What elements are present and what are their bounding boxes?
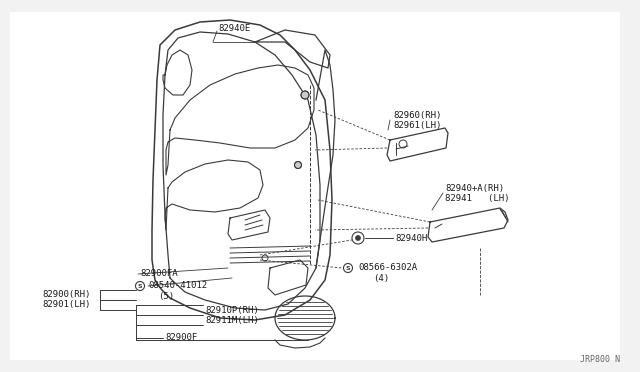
- Circle shape: [301, 91, 309, 99]
- Circle shape: [294, 161, 301, 169]
- Text: (4): (4): [373, 275, 389, 283]
- Circle shape: [355, 235, 360, 241]
- Text: 82961(LH): 82961(LH): [393, 121, 442, 129]
- Text: (5): (5): [158, 292, 174, 301]
- Text: JRP800 N: JRP800 N: [580, 355, 620, 364]
- Text: 82900FA: 82900FA: [140, 269, 178, 279]
- Text: 82900(RH): 82900(RH): [42, 291, 90, 299]
- Text: 82901(LH): 82901(LH): [42, 301, 90, 310]
- Text: 82940+A(RH): 82940+A(RH): [445, 183, 504, 192]
- Text: S: S: [138, 283, 142, 289]
- Text: 82941   (LH): 82941 (LH): [445, 193, 509, 202]
- Text: 82910P(RH): 82910P(RH): [205, 305, 259, 314]
- Text: 08566-6302A: 08566-6302A: [358, 263, 417, 273]
- Text: 82900F: 82900F: [165, 334, 197, 343]
- Text: 08540-41012: 08540-41012: [148, 282, 207, 291]
- Text: 82911M(LH): 82911M(LH): [205, 315, 259, 324]
- Text: 82940E: 82940E: [218, 23, 250, 32]
- Text: 82940H: 82940H: [395, 234, 428, 243]
- Text: 82960(RH): 82960(RH): [393, 110, 442, 119]
- Text: S: S: [346, 266, 350, 270]
- FancyBboxPatch shape: [10, 12, 620, 360]
